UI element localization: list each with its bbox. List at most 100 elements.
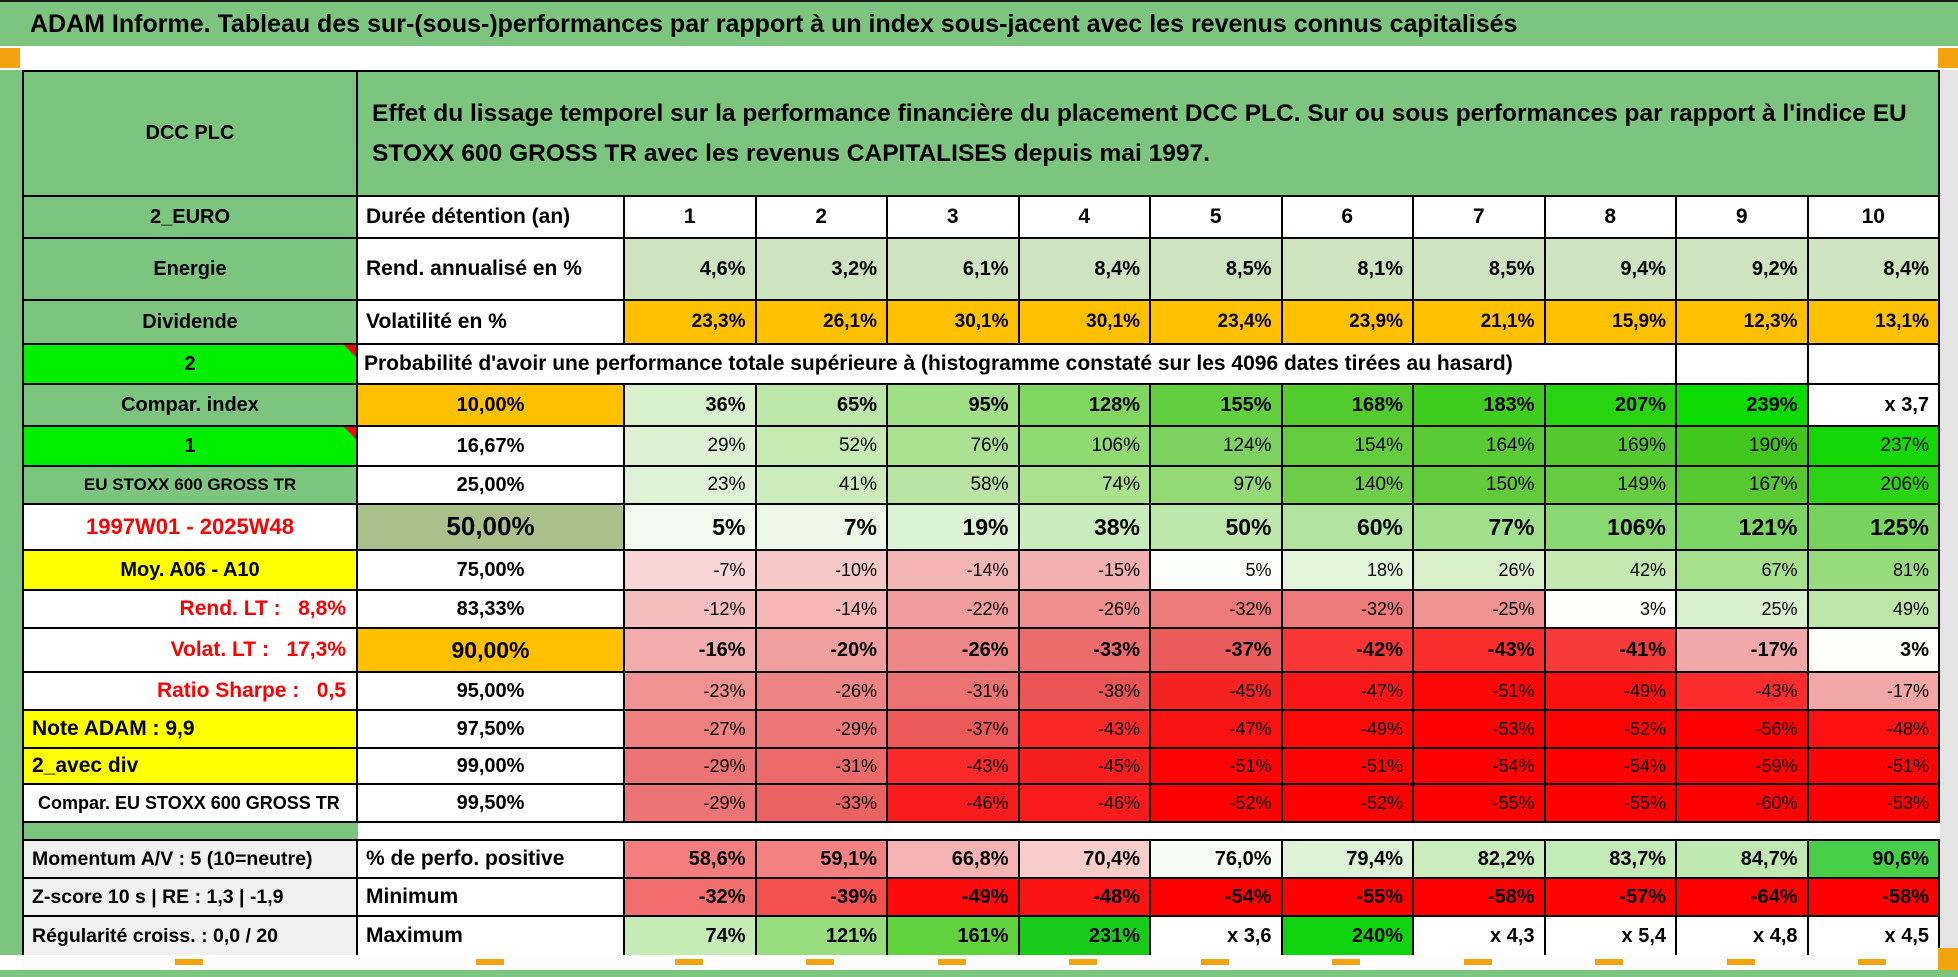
cell-rend-y2[interactable]: 3,2% [756, 239, 888, 301]
cell-p8333-y4[interactable]: -26% [1019, 591, 1151, 629]
cell-maximum-y8[interactable]: x 5,4 [1545, 917, 1677, 957]
cell-p10-y2[interactable]: 65% [756, 385, 888, 427]
cell-p8333-y6[interactable]: -32% [1282, 591, 1414, 629]
cell-p10-y9[interactable]: 239% [1677, 385, 1809, 427]
cell-maximum-y2[interactable]: 121% [756, 917, 888, 957]
cell-p1667-y4[interactable]: 106% [1019, 427, 1151, 467]
cell-duree-sublabel[interactable]: Durée détention (an) [358, 197, 625, 239]
cell-p995-sublabel[interactable]: 99,50% [358, 785, 625, 823]
cell-perfpos-y2[interactable]: 59,1% [756, 839, 888, 879]
cell-p90-y7[interactable]: -43% [1414, 629, 1546, 673]
cell-maximum-y9[interactable]: x 4,8 [1677, 917, 1809, 957]
cell-p1667-sublabel[interactable]: 16,67% [358, 427, 625, 467]
cell-p25-y4[interactable]: 74% [1019, 467, 1151, 505]
cell-p99-y9[interactable]: -59% [1677, 749, 1809, 785]
cell-p95-y4[interactable]: -38% [1019, 673, 1151, 711]
cell-maximum-label[interactable]: Régularité croiss. : 0,0 / 20 [24, 917, 358, 957]
cell-p995-y6[interactable]: -52% [1282, 785, 1414, 823]
cell-spacer-left[interactable] [24, 823, 358, 839]
cell-p75-y4[interactable]: -15% [1019, 551, 1151, 591]
cell-p995-label[interactable]: Compar. EU STOXX 600 GROSS TR [24, 785, 358, 823]
cell-p10-sublabel[interactable]: 10,00% [358, 385, 625, 427]
cell-p50-y3[interactable]: 19% [888, 505, 1020, 551]
cell-minimum-y4[interactable]: -48% [1019, 879, 1151, 917]
cell-p99-y8[interactable]: -54% [1545, 749, 1677, 785]
cell-p10-y8[interactable]: 207% [1545, 385, 1677, 427]
cell-duree-y1[interactable]: 1 [625, 197, 757, 239]
cell-p8333-y2[interactable]: -14% [756, 591, 888, 629]
cell-minimum-y9[interactable]: -64% [1677, 879, 1809, 917]
cell-p10-y4[interactable]: 128% [1019, 385, 1151, 427]
cell-duree-y8[interactable]: 8 [1545, 197, 1677, 239]
cell-maximum-y6[interactable]: 240% [1282, 917, 1414, 957]
cell-p8333-y1[interactable]: -12% [625, 591, 757, 629]
cell-p95-label[interactable]: Ratio Sharpe : 0,5 [24, 673, 358, 711]
cell-p95-y10[interactable]: -17% [1808, 673, 1940, 711]
cell-p975-y2[interactable]: -29% [756, 711, 888, 749]
cell-rend-sublabel[interactable]: Rend. annualisé en % [358, 239, 625, 301]
cell-p8333-y10[interactable]: 49% [1808, 591, 1940, 629]
cell-minimum-y2[interactable]: -39% [756, 879, 888, 917]
cell-maximum-y4[interactable]: 231% [1019, 917, 1151, 957]
cell-volat-y9[interactable]: 12,3% [1677, 301, 1809, 345]
cell-maximum-y10[interactable]: x 4,5 [1808, 917, 1940, 957]
cell-p975-y10[interactable]: -48% [1808, 711, 1940, 749]
cell-p90-y6[interactable]: -42% [1282, 629, 1414, 673]
cell-p975-y4[interactable]: -43% [1019, 711, 1151, 749]
cell-p90-y4[interactable]: -33% [1019, 629, 1151, 673]
cell-p8333-y3[interactable]: -22% [888, 591, 1020, 629]
cell-p95-sublabel[interactable]: 95,00% [358, 673, 625, 711]
cell-p50-y10[interactable]: 125% [1808, 505, 1940, 551]
cell-p975-y6[interactable]: -49% [1282, 711, 1414, 749]
cell-p10-label[interactable]: Compar. index [24, 385, 358, 427]
cell-p1667-y2[interactable]: 52% [756, 427, 888, 467]
cell-p50-sublabel[interactable]: 50,00% [358, 505, 625, 551]
cell-p1667-y1[interactable]: 29% [625, 427, 757, 467]
cell-perfpos-y8[interactable]: 83,7% [1545, 839, 1677, 879]
cell-volat-y7[interactable]: 21,1% [1414, 301, 1546, 345]
cell-p25-y10[interactable]: 206% [1808, 467, 1940, 505]
cell-p99-y10[interactable]: -51% [1808, 749, 1940, 785]
cell-p995-y2[interactable]: -33% [756, 785, 888, 823]
cell-p995-y1[interactable]: -29% [625, 785, 757, 823]
cell-p1667-y6[interactable]: 154% [1282, 427, 1414, 467]
cell-p25-y9[interactable]: 167% [1677, 467, 1809, 505]
cell-proba-extra2[interactable] [1808, 345, 1940, 385]
cell-rend-y6[interactable]: 8,1% [1282, 239, 1414, 301]
cell-p90-y9[interactable]: -17% [1677, 629, 1809, 673]
cell-p90-y2[interactable]: -20% [756, 629, 888, 673]
cell-perfpos-label[interactable]: Momentum A/V : 5 (10=neutre) [24, 839, 358, 879]
cell-duree-y7[interactable]: 7 [1414, 197, 1546, 239]
cell-p25-y6[interactable]: 140% [1282, 467, 1414, 505]
cell-p75-y5[interactable]: 5% [1151, 551, 1283, 591]
cell-p1667-y9[interactable]: 190% [1677, 427, 1809, 467]
cell-p995-y4[interactable]: -46% [1019, 785, 1151, 823]
description-cell[interactable]: Effet du lissage temporel sur la perform… [358, 72, 1940, 197]
cell-p975-y1[interactable]: -27% [625, 711, 757, 749]
cell-p50-y6[interactable]: 60% [1282, 505, 1414, 551]
cell-p995-y10[interactable]: -53% [1808, 785, 1940, 823]
cell-volat-label[interactable]: Dividende [24, 301, 358, 345]
cell-p90-y3[interactable]: -26% [888, 629, 1020, 673]
cell-p90-y8[interactable]: -41% [1545, 629, 1677, 673]
cell-minimum-y7[interactable]: -58% [1414, 879, 1546, 917]
cell-p1667-y7[interactable]: 164% [1414, 427, 1546, 467]
cell-maximum-y5[interactable]: x 3,6 [1151, 917, 1283, 957]
cell-p95-y7[interactable]: -51% [1414, 673, 1546, 711]
cell-duree-y5[interactable]: 5 [1151, 197, 1283, 239]
cell-p10-y1[interactable]: 36% [625, 385, 757, 427]
cell-p90-y5[interactable]: -37% [1151, 629, 1283, 673]
cell-p95-y3[interactable]: -31% [888, 673, 1020, 711]
cell-rend-y8[interactable]: 9,4% [1545, 239, 1677, 301]
cell-minimum-sublabel[interactable]: Minimum [358, 879, 625, 917]
asset-name-cell[interactable]: DCC PLC [24, 72, 358, 197]
cell-minimum-y1[interactable]: -32% [625, 879, 757, 917]
cell-volat-y4[interactable]: 30,1% [1019, 301, 1151, 345]
cell-duree-y6[interactable]: 6 [1282, 197, 1414, 239]
cell-p8333-y9[interactable]: 25% [1677, 591, 1809, 629]
cell-p975-y5[interactable]: -47% [1151, 711, 1283, 749]
cell-p10-y3[interactable]: 95% [888, 385, 1020, 427]
cell-p75-label[interactable]: Moy. A06 - A10 [24, 551, 358, 591]
cell-duree-y3[interactable]: 3 [888, 197, 1020, 239]
cell-rend-y1[interactable]: 4,6% [625, 239, 757, 301]
